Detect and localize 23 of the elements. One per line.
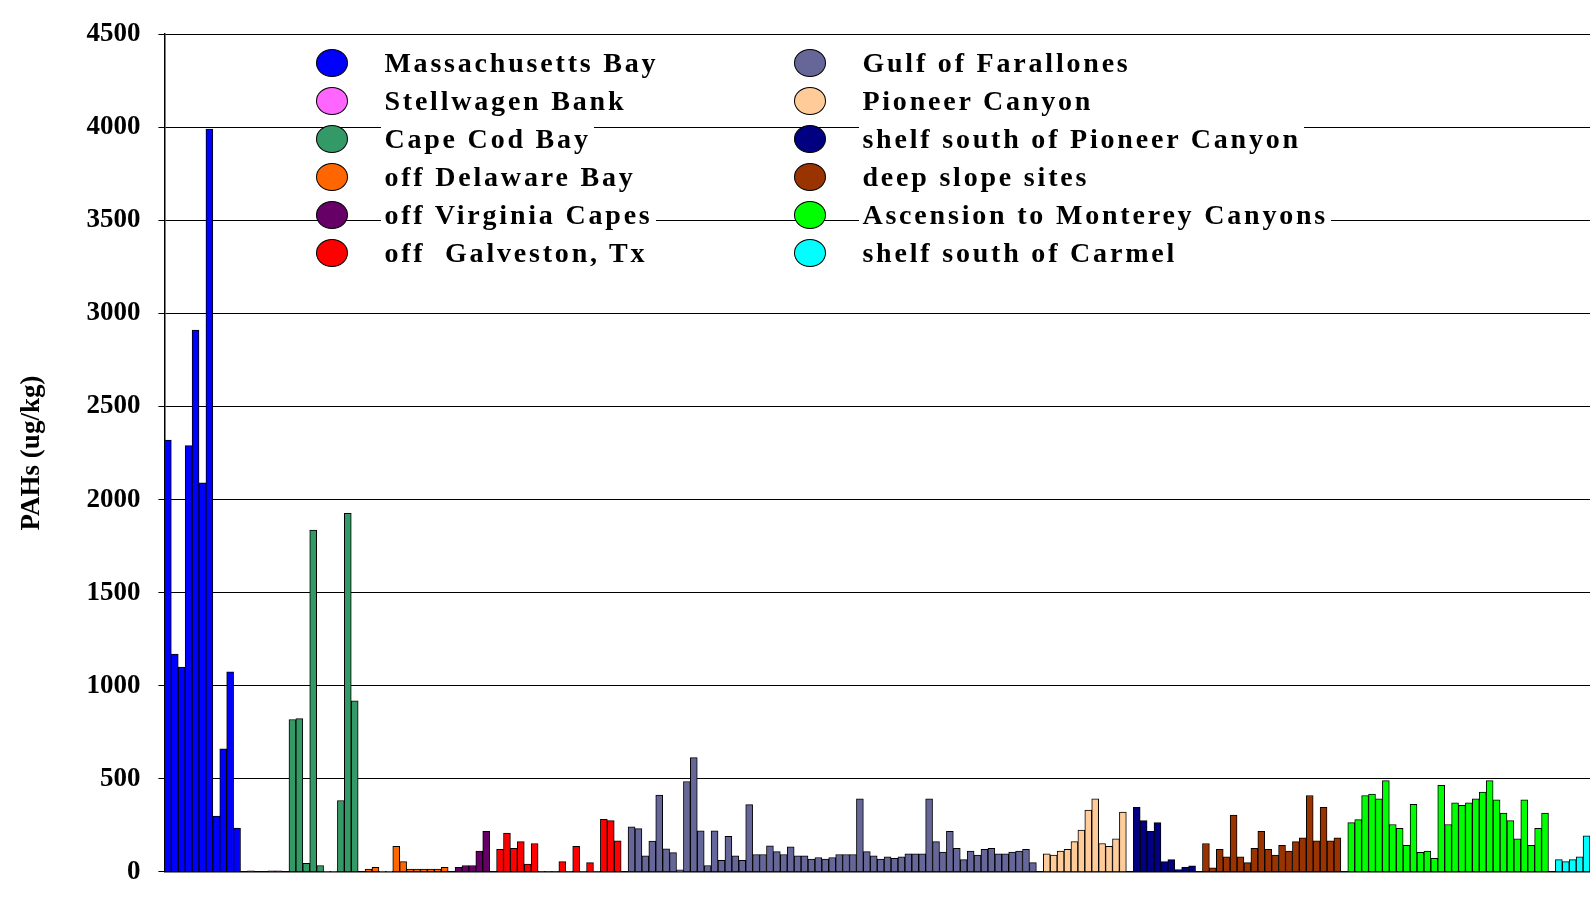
legend-label: Stellwagen Bank xyxy=(381,85,630,118)
legend-label: deep slope sites xyxy=(859,161,1093,194)
legend-label: Gulf of Farallones xyxy=(859,47,1134,80)
y-tick-label: 2000 xyxy=(86,482,141,513)
y-tick-label: 4500 xyxy=(86,17,141,48)
legend-label: shelf south of Pioneer Canyon xyxy=(859,123,1304,156)
y-tick-label: 0 xyxy=(126,854,141,885)
legend-label: off Galveston, Tx xyxy=(381,237,651,270)
legend-label: Pioneer Canyon xyxy=(859,85,1097,118)
y-tick-label: 2500 xyxy=(86,389,141,420)
y-tick-label: 3500 xyxy=(86,203,141,234)
legend-label: Massachusetts Bay xyxy=(381,47,662,80)
legend-label: Ascension to Monterey Canyons xyxy=(859,199,1332,232)
legend-label: off Virginia Capes xyxy=(381,199,656,232)
y-tick-label: 1500 xyxy=(86,575,141,606)
y-tick-label: 4000 xyxy=(86,110,141,141)
y-tick-label: 500 xyxy=(99,761,141,792)
y-tick-label: 3000 xyxy=(86,296,141,327)
y-axis-title: PAHs (ug/kg) xyxy=(15,375,46,531)
legend-label: Cape Cod Bay xyxy=(381,123,594,156)
y-tick-label: 1000 xyxy=(86,668,141,699)
legend-label: shelf south of Carmel xyxy=(859,237,1181,270)
legend-label: off Delaware Bay xyxy=(381,161,639,194)
